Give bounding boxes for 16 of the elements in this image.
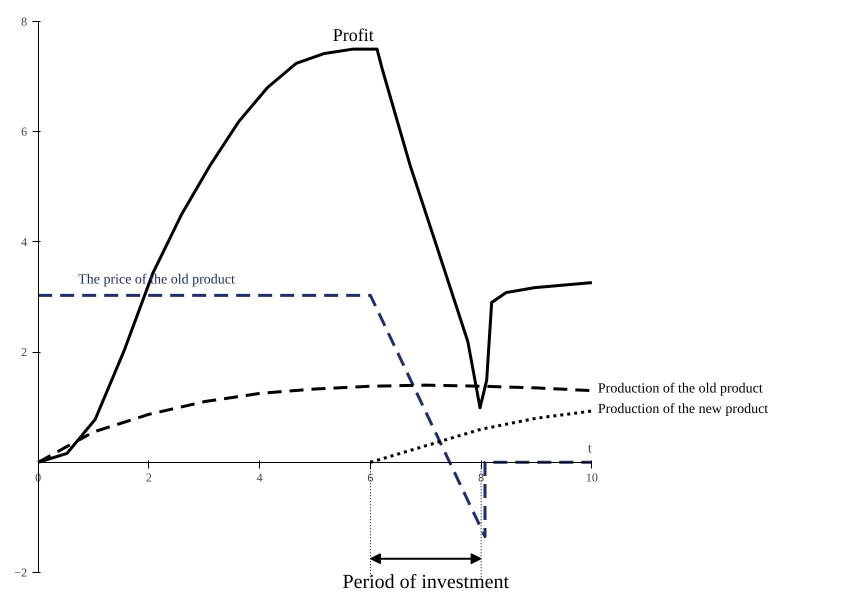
- x-tick-label: 8: [478, 470, 484, 484]
- x-tick-label: 6: [367, 470, 374, 484]
- series-label: Production of the old product: [598, 382, 763, 397]
- y-tick-label: 2: [21, 345, 28, 360]
- x-tick-label: 4: [256, 470, 263, 484]
- y-tick-label: 4: [21, 234, 28, 249]
- y-tick-label: −2: [14, 565, 28, 580]
- x-tick-label: 10: [586, 470, 598, 484]
- y-tick-label: 6: [21, 124, 28, 139]
- series-label: Profit: [332, 25, 374, 46]
- x-tick-label: 2: [146, 470, 152, 484]
- series-label: Production of the new product: [598, 402, 768, 418]
- annotation: Period of investment: [342, 570, 510, 593]
- series-label: The price of the old product: [78, 272, 235, 288]
- x-axis-title: t: [588, 441, 592, 456]
- y-tick-label: 8: [21, 14, 28, 29]
